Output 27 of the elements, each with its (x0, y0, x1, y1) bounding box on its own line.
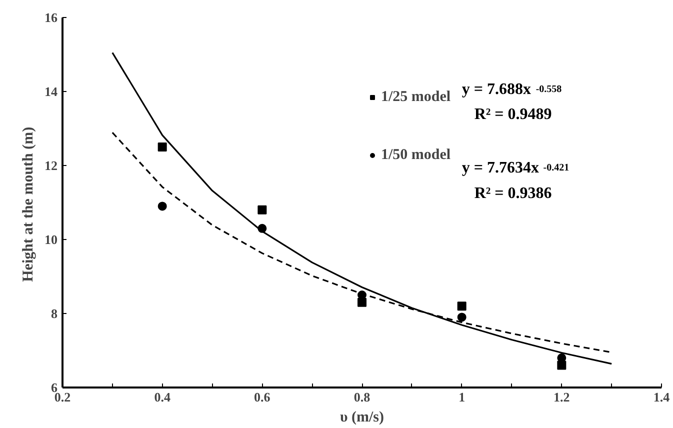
point (457, 302, 466, 311)
y-tick-label: 8 (51, 306, 58, 321)
point (557, 360, 566, 370)
annotation: R² = 0.9489 (474, 106, 552, 123)
y-tick-label: 16 (44, 10, 58, 25)
y-tick-label: 10 (44, 232, 58, 247)
annotation: y = 7.688x-0.558 (462, 81, 562, 98)
y-tick-label: 14 (44, 84, 58, 99)
x-tick-label: 0.8 (354, 390, 371, 404)
line-series (112, 52, 612, 365)
point (258, 205, 267, 214)
annotation: R² = 0.9386 (474, 184, 552, 202)
x-tick-label: 1.4 (653, 390, 670, 404)
x-tick-label: 0.6 (254, 390, 271, 404)
x-axis-title: υ (m/s) (340, 410, 384, 426)
point (358, 298, 366, 307)
x-tick-label: 1 (458, 390, 466, 404)
point (158, 202, 167, 211)
x-tick-label: 0.4 (154, 390, 171, 404)
y-axis-title: Height at the mouth (m) (20, 126, 36, 282)
point (457, 312, 466, 322)
x-tick-label: 1.2 (554, 390, 570, 404)
annotation: y = 7.7634x-0.421 (462, 160, 570, 177)
legend-label: 1/50 model (381, 146, 451, 164)
legend-label: 1/25 model (381, 88, 451, 106)
y-tick-label: 12 (44, 158, 58, 173)
point (158, 142, 167, 152)
